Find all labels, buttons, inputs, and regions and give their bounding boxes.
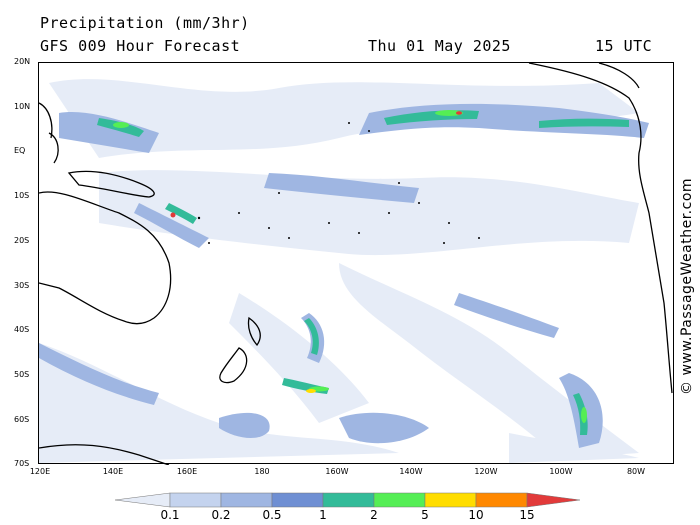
precip-intense-areas	[113, 110, 587, 423]
lat-label-20s: 20S	[14, 236, 30, 245]
legend-label-0.1: 0.1	[160, 508, 180, 522]
legend-label-0.2: 0.2	[211, 508, 231, 522]
forecast-date: Thu 01 May 2025	[368, 37, 511, 55]
site-credit: © www.PassageWeather.com	[679, 177, 695, 395]
coastlines	[38, 62, 673, 466]
pacific-islands	[197, 122, 480, 244]
legend-label-0.5: 0.5	[262, 508, 282, 522]
lat-label-10s: 10S	[14, 191, 30, 200]
precipitation-map	[38, 62, 674, 466]
lat-label-40s: 40S	[14, 325, 30, 334]
lat-label-70s: 70S	[14, 459, 30, 468]
precip-medium-areas	[39, 103, 649, 448]
lon-label-160e: 160E	[176, 467, 198, 476]
lon-label-80w: 80W	[626, 467, 646, 476]
legend-label-2: 2	[370, 508, 378, 522]
lat-label-60s: 60S	[14, 415, 30, 424]
legend-label-5: 5	[421, 508, 429, 522]
lat-label-30s: 30S	[14, 281, 30, 290]
legend-bin-1-2	[322, 492, 375, 508]
precip-light-areas	[39, 79, 639, 463]
lat-label-20n: 20N	[14, 57, 31, 66]
precip-extreme-areas	[170, 111, 462, 218]
legend-bin-0.1-0.2	[169, 492, 222, 508]
lon-label-160w: 160W	[325, 467, 349, 476]
legend-label-10: 10	[468, 508, 484, 522]
map-canvas	[38, 62, 673, 466]
precip-very-intense-areas	[306, 389, 316, 393]
legend-bin-5-10	[424, 492, 477, 508]
lon-label-140w: 140W	[399, 467, 423, 476]
legend-bin-0.2-0.5	[220, 492, 273, 508]
legend-label-15: 15	[519, 508, 535, 522]
lat-label-10n: 10N	[14, 102, 31, 111]
forecast-subtitle: GFS 009 Hour Forecast	[40, 37, 241, 55]
lat-label-eq: EQ	[14, 146, 26, 155]
lat-label-50s: 50S	[14, 370, 30, 379]
legend-arrow-high	[526, 492, 581, 508]
forecast-time: 15 UTC	[595, 37, 653, 55]
lon-label-120w: 120W	[474, 467, 498, 476]
legend-bin-10-15	[475, 492, 528, 508]
legend-bin-2-5	[373, 492, 426, 508]
legend-bin-0.5-1	[271, 492, 324, 508]
legend-label-1: 1	[319, 508, 327, 522]
lon-label-140e: 140E	[102, 467, 124, 476]
precip-legend-bar	[115, 492, 581, 508]
lon-label-180: 180	[254, 467, 270, 476]
lon-label-100w: 100W	[549, 467, 573, 476]
lon-label-120e: 120E	[29, 467, 51, 476]
legend-arrow-low	[115, 492, 171, 508]
map-title: Precipitation (mm/3hr)	[40, 14, 250, 32]
